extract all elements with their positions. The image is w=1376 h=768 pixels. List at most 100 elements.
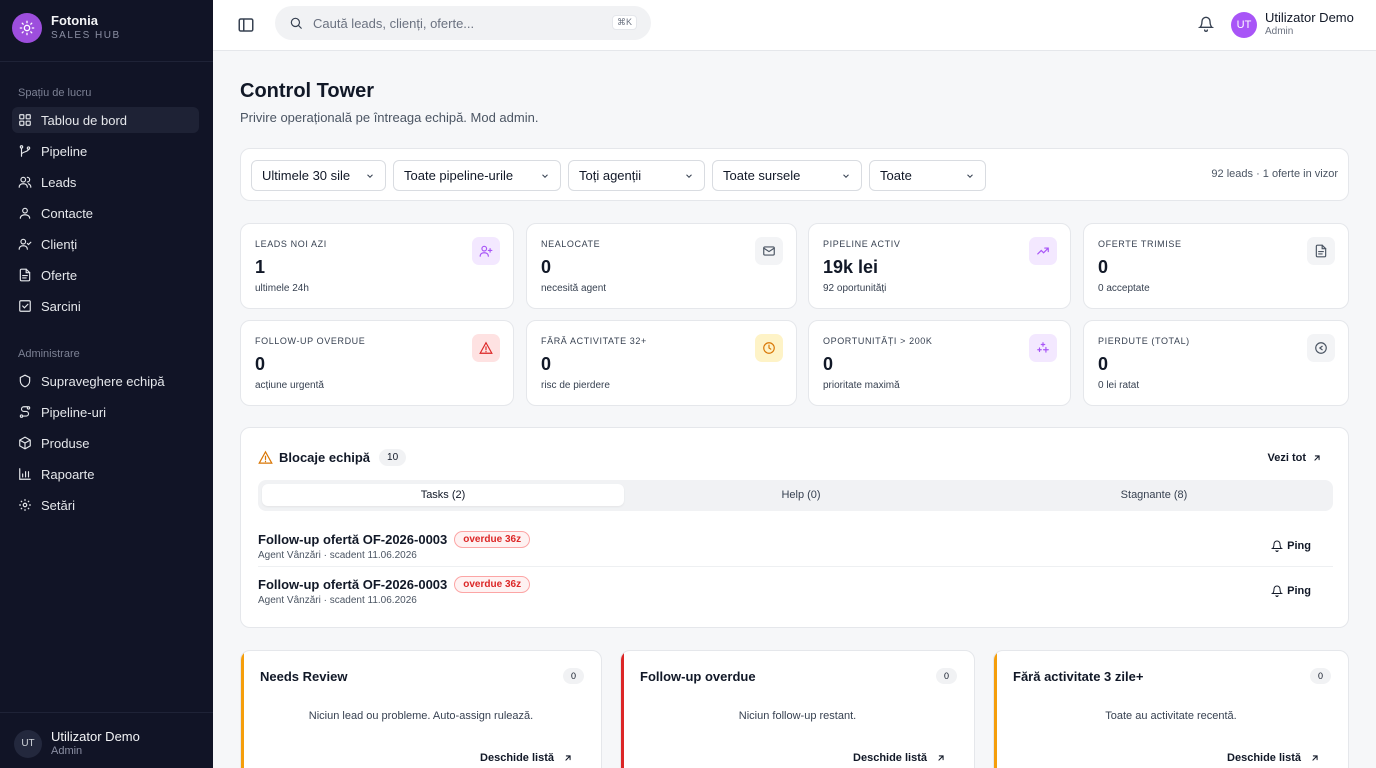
- sources-select[interactable]: Toate sursele: [712, 160, 862, 191]
- sidebar-item-tasks[interactable]: Sarcini: [12, 293, 199, 319]
- sidebar-item-team-oversight[interactable]: Supraveghere echipă: [12, 368, 199, 394]
- open-list-link[interactable]: Deschide listă: [853, 752, 946, 764]
- sidebar-item-offers[interactable]: Oferte: [12, 262, 199, 288]
- team-blockers-header: Blocaje echipă 10: [258, 449, 407, 466]
- kpi-no-activity[interactable]: FĂRĂ ACTIVITATE 32+ 0 risc de pierdere: [526, 320, 797, 406]
- status-select[interactable]: Toate: [869, 160, 986, 191]
- tab-stagnant[interactable]: Stagnante (8): [1120, 489, 1188, 501]
- git-branch-icon: [19, 145, 31, 157]
- sidebar-item-products[interactable]: Produse: [12, 430, 199, 456]
- sidebar-item-pipelines[interactable]: Pipeline-uri: [12, 399, 199, 425]
- kpi-followup-overdue[interactable]: FOLLOW-UP OVERDUE 0 acțiune urgentă: [240, 320, 514, 406]
- filters-summary: 92 leads · 1 oferte in vizor: [1211, 168, 1338, 180]
- queue-count: 0: [935, 668, 957, 684]
- task-meta: Agent Vânzări · scadent 11.06.2026: [258, 595, 417, 606]
- sun-logo-icon: [12, 13, 42, 43]
- kpi-note: risc de pierdere: [541, 380, 610, 391]
- row-divider: [258, 566, 1333, 567]
- notifications-button[interactable]: [1197, 16, 1215, 32]
- kpi-big-opportunities[interactable]: OPORTUNITĂȚI > 200K 0 prioritate maximă: [808, 320, 1071, 406]
- tab-help[interactable]: Help (0): [781, 489, 821, 501]
- avatar: UT: [14, 729, 42, 758]
- arrow-up-right-icon: [1314, 455, 1320, 461]
- chevron-down-icon: [686, 174, 692, 178]
- sidebar-item-label: Oferte: [41, 267, 78, 283]
- sources-select-value: Toate sursele: [723, 168, 801, 183]
- brand-name: Fotonia: [51, 13, 98, 28]
- kpi-lost-total[interactable]: PIERDUTE (TOTAL) 0 0 lei ratat: [1083, 320, 1349, 406]
- sidebar-item-contacts[interactable]: Contacte: [12, 200, 199, 226]
- tab-tasks[interactable]: Tasks (2): [262, 484, 624, 506]
- sidebar-item-pipeline[interactable]: Pipeline: [12, 138, 199, 164]
- file-icon: [19, 268, 31, 282]
- kpi-new-leads[interactable]: LEADS NOI AZI 1 ultimele 24h: [240, 223, 514, 309]
- package-icon: [19, 436, 31, 450]
- sidebar-toggle-button[interactable]: [237, 16, 255, 34]
- checkbox-icon: [19, 300, 31, 312]
- open-list-label: Deschide listă: [1227, 752, 1301, 764]
- user-plus-icon: [472, 237, 500, 265]
- sidebar: Fotonia SALES HUB Spațiu de lucru Tablou…: [0, 0, 213, 768]
- ping-button[interactable]: Ping: [1271, 585, 1311, 597]
- sidebar-item-reports[interactable]: Rapoarte: [12, 461, 199, 487]
- ping-button[interactable]: Ping: [1271, 540, 1311, 552]
- kpi-active-pipeline[interactable]: PIPELINE ACTIV 19k lei 92 oportunități: [808, 223, 1071, 309]
- queue-accent-bar: [241, 651, 244, 768]
- user-check-icon: [18, 238, 32, 250]
- open-list-link[interactable]: Deschide listă: [480, 752, 573, 764]
- gear-icon: [19, 499, 31, 511]
- table-row[interactable]: Follow-up ofertă OF-2026-0003 overdue 36…: [258, 574, 1333, 618]
- open-list-link[interactable]: Deschide listă: [1227, 752, 1320, 764]
- task-title: Follow-up ofertă OF-2026-0003: [258, 577, 448, 592]
- kpi-label: FĂRĂ ACTIVITATE 32+: [541, 336, 647, 346]
- kpi-value: 0: [541, 257, 552, 277]
- user-menu[interactable]: UT Utilizator Demo Admin: [1231, 11, 1354, 38]
- kpi-note: prioritate maximă: [823, 380, 900, 391]
- task-meta: Agent Vânzări · scadent 11.06.2026: [258, 550, 417, 561]
- sidebar-section-workspace: Spațiu de lucru: [18, 87, 92, 99]
- search-bar[interactable]: ⌘K: [275, 6, 651, 40]
- sidebar-item-label: Rapoarte: [41, 466, 95, 482]
- queue-card-no-activity: Fără activitate 3 zile+ 0 Toate au activ…: [993, 650, 1349, 768]
- kpi-value: 0: [541, 354, 552, 374]
- topbar: ⌘K UT Utilizator Demo Admin: [213, 0, 1376, 51]
- table-row[interactable]: Follow-up ofertă OF-2026-0003 overdue 36…: [258, 529, 1333, 573]
- sidebar-item-settings[interactable]: Setări: [12, 492, 199, 518]
- blockers-tabs: Tasks (2) Help (0) Stagnante (8): [258, 480, 1333, 511]
- search-input[interactable]: [313, 15, 593, 31]
- kpi-label: PIERDUTE (TOTAL): [1098, 336, 1190, 346]
- see-all-link[interactable]: Vezi tot: [1267, 452, 1322, 464]
- page-title: Control Tower: [240, 80, 375, 102]
- queue-card-needs-review: Needs Review 0 Niciun lead ou probleme. …: [240, 650, 602, 768]
- sidebar-user-role: Admin: [51, 745, 83, 757]
- alert-triangle-icon: [472, 334, 500, 362]
- sidebar-user[interactable]: UT Utilizator Demo Admin: [14, 729, 140, 758]
- sidebar-item-clients[interactable]: Clienți: [12, 231, 199, 257]
- period-select[interactable]: Ultimele 30 sile: [251, 160, 386, 191]
- overdue-badge: overdue 36z: [454, 576, 531, 593]
- kpi-value: 0: [255, 354, 266, 374]
- sidebar-item-label: Sarcini: [41, 298, 81, 314]
- sidebar-item-label: Tablou de bord: [41, 112, 128, 128]
- panel-left-icon: [238, 18, 254, 32]
- kpi-unassigned[interactable]: NEALOCATE 0 necesită agent: [526, 223, 797, 309]
- route-icon: [19, 406, 31, 418]
- kpi-offers-sent[interactable]: OFERTE TRIMISE 0 0 acceptate: [1083, 223, 1349, 309]
- queue-accent-bar: [621, 651, 624, 768]
- bell-icon: [1271, 540, 1284, 552]
- brand[interactable]: Fotonia SALES HUB: [12, 13, 121, 43]
- inbox-icon: [755, 237, 783, 265]
- sidebar-item-dashboard[interactable]: Tablou de bord: [12, 107, 199, 133]
- ping-label: Ping: [1287, 540, 1311, 552]
- kpi-value: 19k lei: [823, 257, 879, 277]
- pipeline-select[interactable]: Toate pipeline-urile: [393, 160, 561, 191]
- kpi-note: ultimele 24h: [255, 283, 309, 294]
- user-role: Admin: [1265, 26, 1294, 37]
- agents-select[interactable]: Toți agenții: [568, 160, 705, 191]
- brand-subtitle: SALES HUB: [51, 30, 121, 41]
- sidebar-item-label: Clienți: [41, 236, 78, 252]
- user-name: Utilizator Demo: [1265, 10, 1354, 25]
- queue-title: Needs Review: [260, 669, 348, 684]
- sidebar-item-leads[interactable]: Leads: [12, 169, 199, 195]
- sidebar-item-label: Contacte: [41, 205, 94, 221]
